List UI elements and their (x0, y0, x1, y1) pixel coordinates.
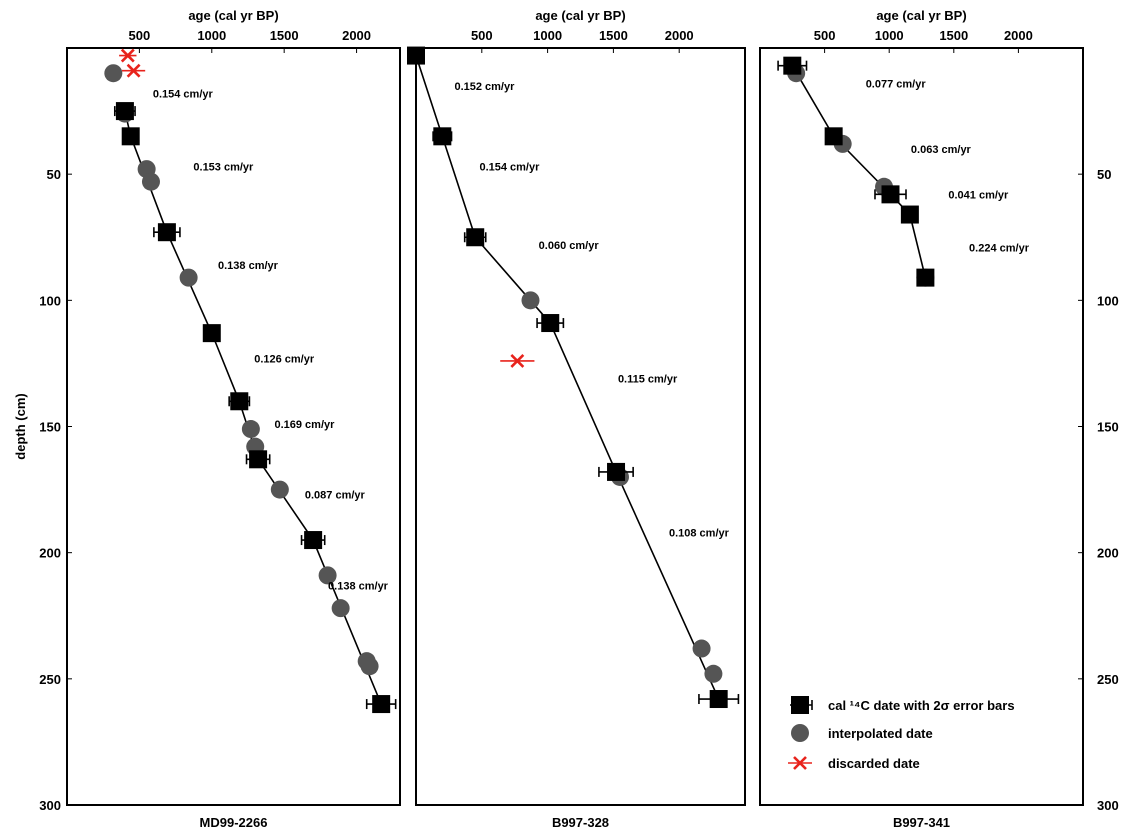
dated-point (407, 46, 425, 65)
age-depth-line (124, 110, 382, 705)
x-tick-label: 1000 (875, 28, 904, 43)
panel-title: B997-341 (893, 815, 950, 830)
x-axis-label: age (cal yr BP) (188, 8, 278, 23)
legend-circle-marker (791, 724, 809, 742)
legend-label: interpolated date (828, 726, 933, 741)
interpolated-point (521, 291, 540, 310)
y-tick-label-left: 100 (39, 293, 61, 308)
rate-label: 0.063 cm/yr (911, 144, 972, 156)
y-tick-label-right: 100 (1097, 293, 1119, 308)
dated-point (783, 56, 802, 75)
rate-label: 0.154 cm/yr (153, 88, 214, 100)
dated-point (202, 324, 221, 343)
dated-point (372, 695, 391, 714)
rate-label: 0.152 cm/yr (454, 81, 515, 93)
rate-label: 0.126 cm/yr (254, 353, 315, 365)
interpolated-point (318, 566, 337, 585)
x-tick-label: 2000 (342, 28, 371, 43)
dated-point (115, 102, 134, 121)
interpolated-point (179, 268, 198, 287)
dated-point (121, 127, 140, 146)
rate-label: 0.077 cm/yr (866, 78, 927, 90)
y-tick-label-left: 150 (39, 420, 61, 435)
y-tick-label-right: 50 (1097, 167, 1111, 182)
dated-point (916, 268, 935, 287)
dated-point (709, 690, 728, 709)
discarded-point (120, 48, 135, 63)
y-tick-label-left: 50 (47, 167, 61, 182)
interpolated-point (141, 172, 160, 191)
dated-point (466, 228, 485, 247)
x-tick-label: 1500 (599, 28, 628, 43)
legend-label: cal ¹⁴C date with 2σ error bars (828, 698, 1015, 713)
rate-label: 0.041 cm/yr (948, 189, 1009, 201)
x-tick-label: 1000 (533, 28, 562, 43)
rate-label: 0.138 cm/yr (328, 580, 389, 592)
y-tick-label-left: 300 (39, 798, 61, 813)
dated-point (541, 314, 560, 333)
discarded-point (126, 63, 141, 78)
dated-point (824, 127, 843, 146)
dated-point (249, 450, 268, 469)
rate-label: 0.060 cm/yr (539, 240, 600, 252)
interpolated-point (104, 64, 123, 83)
dated-point (230, 392, 249, 411)
legend-square-marker (791, 696, 809, 714)
rate-label: 0.224 cm/yr (969, 242, 1030, 254)
legend-label: discarded date (828, 756, 920, 771)
y-tick-label-right: 250 (1097, 672, 1119, 687)
dated-point (607, 462, 626, 481)
rate-label: 0.087 cm/yr (305, 490, 366, 502)
rate-label: 0.138 cm/yr (218, 260, 279, 272)
age-depth-line (415, 55, 720, 700)
x-tick-label: 500 (471, 28, 493, 43)
legend-cross-marker (793, 756, 807, 770)
x-tick-label: 1000 (197, 28, 226, 43)
x-tick-label: 2000 (1004, 28, 1033, 43)
interpolated-point (241, 420, 260, 439)
interpolated-point (270, 480, 289, 499)
interpolated-point (360, 657, 379, 676)
dated-point (157, 223, 176, 242)
y-tick-label-left: 200 (39, 546, 61, 561)
x-tick-label: 1500 (270, 28, 299, 43)
panel-title: B997-328 (552, 815, 609, 830)
x-tick-label: 2000 (665, 28, 694, 43)
rate-label: 0.153 cm/yr (193, 162, 254, 174)
dated-point (881, 185, 900, 204)
y-axis-label: depth (cm) (13, 393, 28, 459)
discarded-point (510, 353, 525, 368)
x-tick-label: 500 (129, 28, 151, 43)
dated-point (304, 531, 323, 550)
y-tick-label-right: 200 (1097, 546, 1119, 561)
rate-label: 0.154 cm/yr (479, 162, 540, 174)
panel-title: MD99-2266 (200, 815, 268, 830)
dated-point (433, 127, 452, 146)
interpolated-point (692, 639, 711, 658)
y-tick-label-right: 300 (1097, 798, 1119, 813)
age-depth-line (791, 65, 927, 278)
y-tick-label-right: 150 (1097, 420, 1119, 435)
panel-frame (759, 47, 1084, 806)
panel-frame (415, 47, 746, 806)
rate-label: 0.108 cm/yr (669, 527, 730, 539)
x-axis-label: age (cal yr BP) (535, 8, 625, 23)
panel-frame (66, 47, 401, 806)
x-tick-label: 500 (814, 28, 836, 43)
y-tick-label-left: 250 (39, 672, 61, 687)
dated-point (900, 205, 919, 224)
interpolated-point (331, 599, 350, 618)
rate-label: 0.169 cm/yr (274, 419, 335, 431)
interpolated-point (704, 664, 723, 683)
x-axis-label: age (cal yr BP) (876, 8, 966, 23)
x-tick-label: 1500 (939, 28, 968, 43)
rate-label: 0.115 cm/yr (618, 374, 678, 386)
